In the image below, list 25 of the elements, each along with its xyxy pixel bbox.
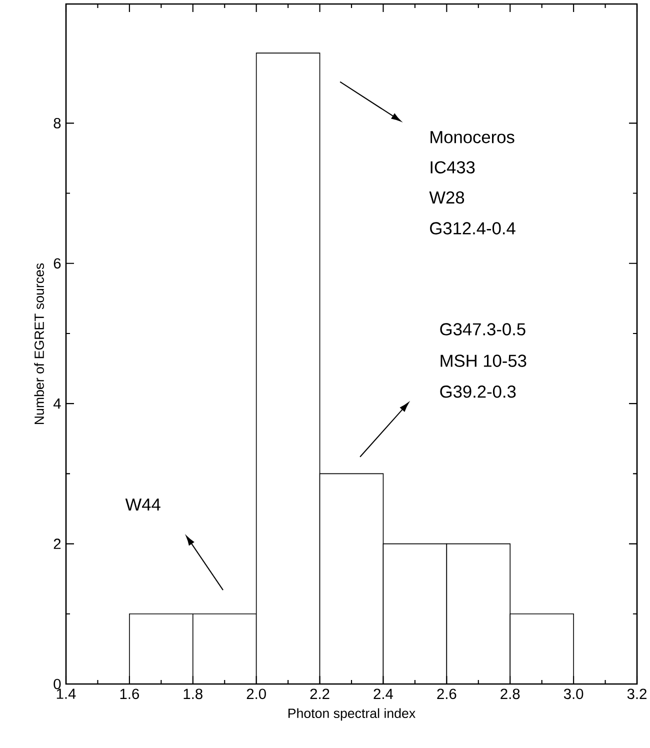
y-tick-label: 4 (53, 398, 61, 409)
annotation: G312.4-0.4 (430, 222, 516, 234)
x-tick-label: 2.6 (437, 688, 456, 700)
y-tick-label: 8 (54, 118, 61, 128)
x-tick-label: 2.8 (500, 688, 520, 700)
y-axis-title: Number of EGRET sources (34, 263, 44, 424)
annotation: W44 (125, 498, 160, 510)
x-tick-label: 1.6 (120, 688, 139, 700)
annotation: W28 (429, 191, 464, 204)
annotation: G39.2-0.3 (440, 386, 516, 398)
x-tick-label: 2.0 (246, 688, 266, 700)
annotation: MSH 10-53 (440, 354, 526, 367)
annotation: G347.3-0.5 (440, 323, 526, 336)
x-tick-label: 1.8 (184, 688, 202, 700)
x-tick-label: 1.4 (56, 688, 76, 699)
annotation: Monoceros (430, 131, 514, 144)
x-tick-label: 3.0 (564, 688, 584, 700)
y-tick-label: 6 (54, 258, 61, 269)
x-axis-title: Photon spectral index (288, 708, 416, 721)
y-tick-label: 0 (54, 678, 61, 690)
x-tick-label: 2.2 (310, 688, 330, 699)
y-tick-label: 2 (54, 538, 61, 549)
annotation: IC433 (430, 161, 475, 174)
x-tick-label: 3.2 (627, 688, 646, 700)
x-tick-label: 2.4 (374, 688, 393, 699)
